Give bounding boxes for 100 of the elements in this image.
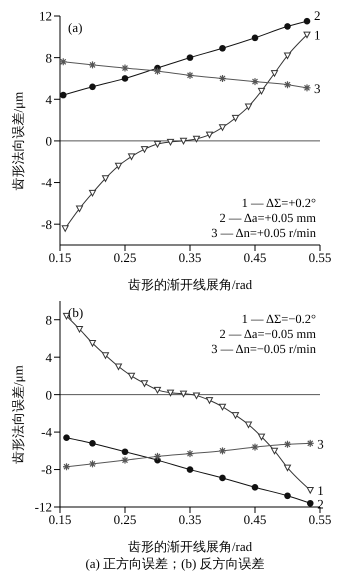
point (153, 452, 162, 461)
point (306, 439, 314, 448)
y-tick-label: 4 (46, 350, 52, 365)
annotation: 1 — ΔΣ=+0.2° (242, 196, 316, 210)
y-tick-label: -4 (41, 175, 52, 190)
y-tick-label: 8 (46, 312, 52, 328)
point (76, 326, 83, 333)
point (218, 446, 227, 455)
point (271, 448, 278, 454)
annotation: 2 — Δa=−0.05 mm (220, 327, 316, 341)
point (76, 205, 83, 212)
point (219, 124, 226, 131)
y-tick-label: 4 (46, 92, 52, 107)
series-label: 1 (317, 483, 324, 498)
x-tick-label: 0.35 (178, 250, 202, 266)
y-tick-label: 8 (46, 50, 52, 66)
point (60, 58, 68, 66)
point (120, 64, 130, 72)
point (89, 340, 96, 347)
point (89, 83, 96, 90)
point (219, 44, 226, 52)
point (284, 23, 291, 30)
point (88, 460, 97, 468)
series-label: 1 (314, 28, 320, 43)
x-tick-label: 0.45 (244, 512, 266, 528)
point (186, 71, 194, 80)
point (302, 84, 312, 92)
point (218, 74, 227, 83)
x-tick-label: 0.55 (308, 250, 332, 266)
x-tick-label: 0.35 (178, 512, 202, 528)
point (167, 138, 174, 146)
point (62, 462, 71, 471)
point (89, 440, 96, 447)
point (284, 464, 291, 472)
point (284, 492, 291, 500)
text: (a) 正方向误差；(b) 反方向误差 (84, 555, 266, 573)
chart-title: (b) (68, 305, 84, 320)
point (60, 92, 67, 98)
annotation: 3 — Δn=+0.05 r/min (211, 226, 317, 240)
point (258, 434, 265, 440)
point (115, 363, 122, 370)
point (284, 52, 291, 60)
point (219, 474, 226, 482)
point (154, 386, 161, 394)
point (89, 190, 96, 196)
point (252, 484, 258, 491)
point (304, 32, 310, 38)
point (62, 225, 69, 232)
point (141, 146, 148, 153)
point (63, 434, 70, 442)
series-label: 3 (314, 80, 320, 96)
point (167, 390, 174, 396)
point (186, 54, 194, 61)
chart-title: (a) (68, 20, 82, 35)
y-tick-label: -4 (41, 424, 52, 440)
point (102, 175, 109, 182)
point (141, 380, 148, 387)
point (245, 422, 252, 428)
x-axis-title: 齿形的渐开线展角/rad (128, 277, 253, 292)
point (115, 162, 122, 170)
point (306, 487, 314, 494)
point (128, 372, 135, 380)
point (122, 448, 128, 456)
y-tick-label: -8 (41, 462, 52, 478)
point (206, 397, 213, 404)
point (219, 404, 226, 410)
point (153, 67, 162, 76)
point (232, 412, 239, 419)
point (306, 500, 314, 507)
point (122, 75, 128, 82)
x-tick-label: 0.15 (48, 512, 72, 528)
y-axis-title: 齿形法向误差/μm (10, 365, 26, 464)
point (250, 442, 260, 452)
y-tick-label: -12 (34, 500, 52, 515)
point (186, 450, 194, 458)
x-tick-label: 0.45 (244, 250, 266, 266)
point (154, 140, 161, 148)
series-label: 2 (314, 8, 320, 24)
point (193, 136, 200, 142)
point (271, 70, 278, 77)
y-axis-title: 齿形法向误差/μm (10, 92, 26, 190)
x-tick-label: 0.25 (114, 512, 136, 528)
point (186, 466, 194, 473)
y-tick-label: 0 (46, 387, 52, 402)
point (102, 352, 109, 359)
point (252, 34, 258, 42)
point (250, 77, 260, 86)
x-axis-title: 齿形的渐开线展角/rad (128, 539, 253, 554)
y-tick-label: -8 (41, 216, 52, 232)
point (193, 392, 200, 400)
annotation: 1 — ΔΣ=−0.2° (242, 312, 316, 326)
point (258, 88, 265, 94)
x-tick-label: 0.25 (114, 250, 136, 266)
point (128, 153, 135, 160)
point (283, 80, 292, 89)
point (120, 456, 130, 464)
series-label: 3 (317, 436, 324, 452)
x-tick-label: 0.55 (308, 512, 332, 528)
x-tick-label: 0.15 (48, 250, 72, 266)
annotation: 3 — Δn=−0.05 r/min (211, 342, 317, 356)
